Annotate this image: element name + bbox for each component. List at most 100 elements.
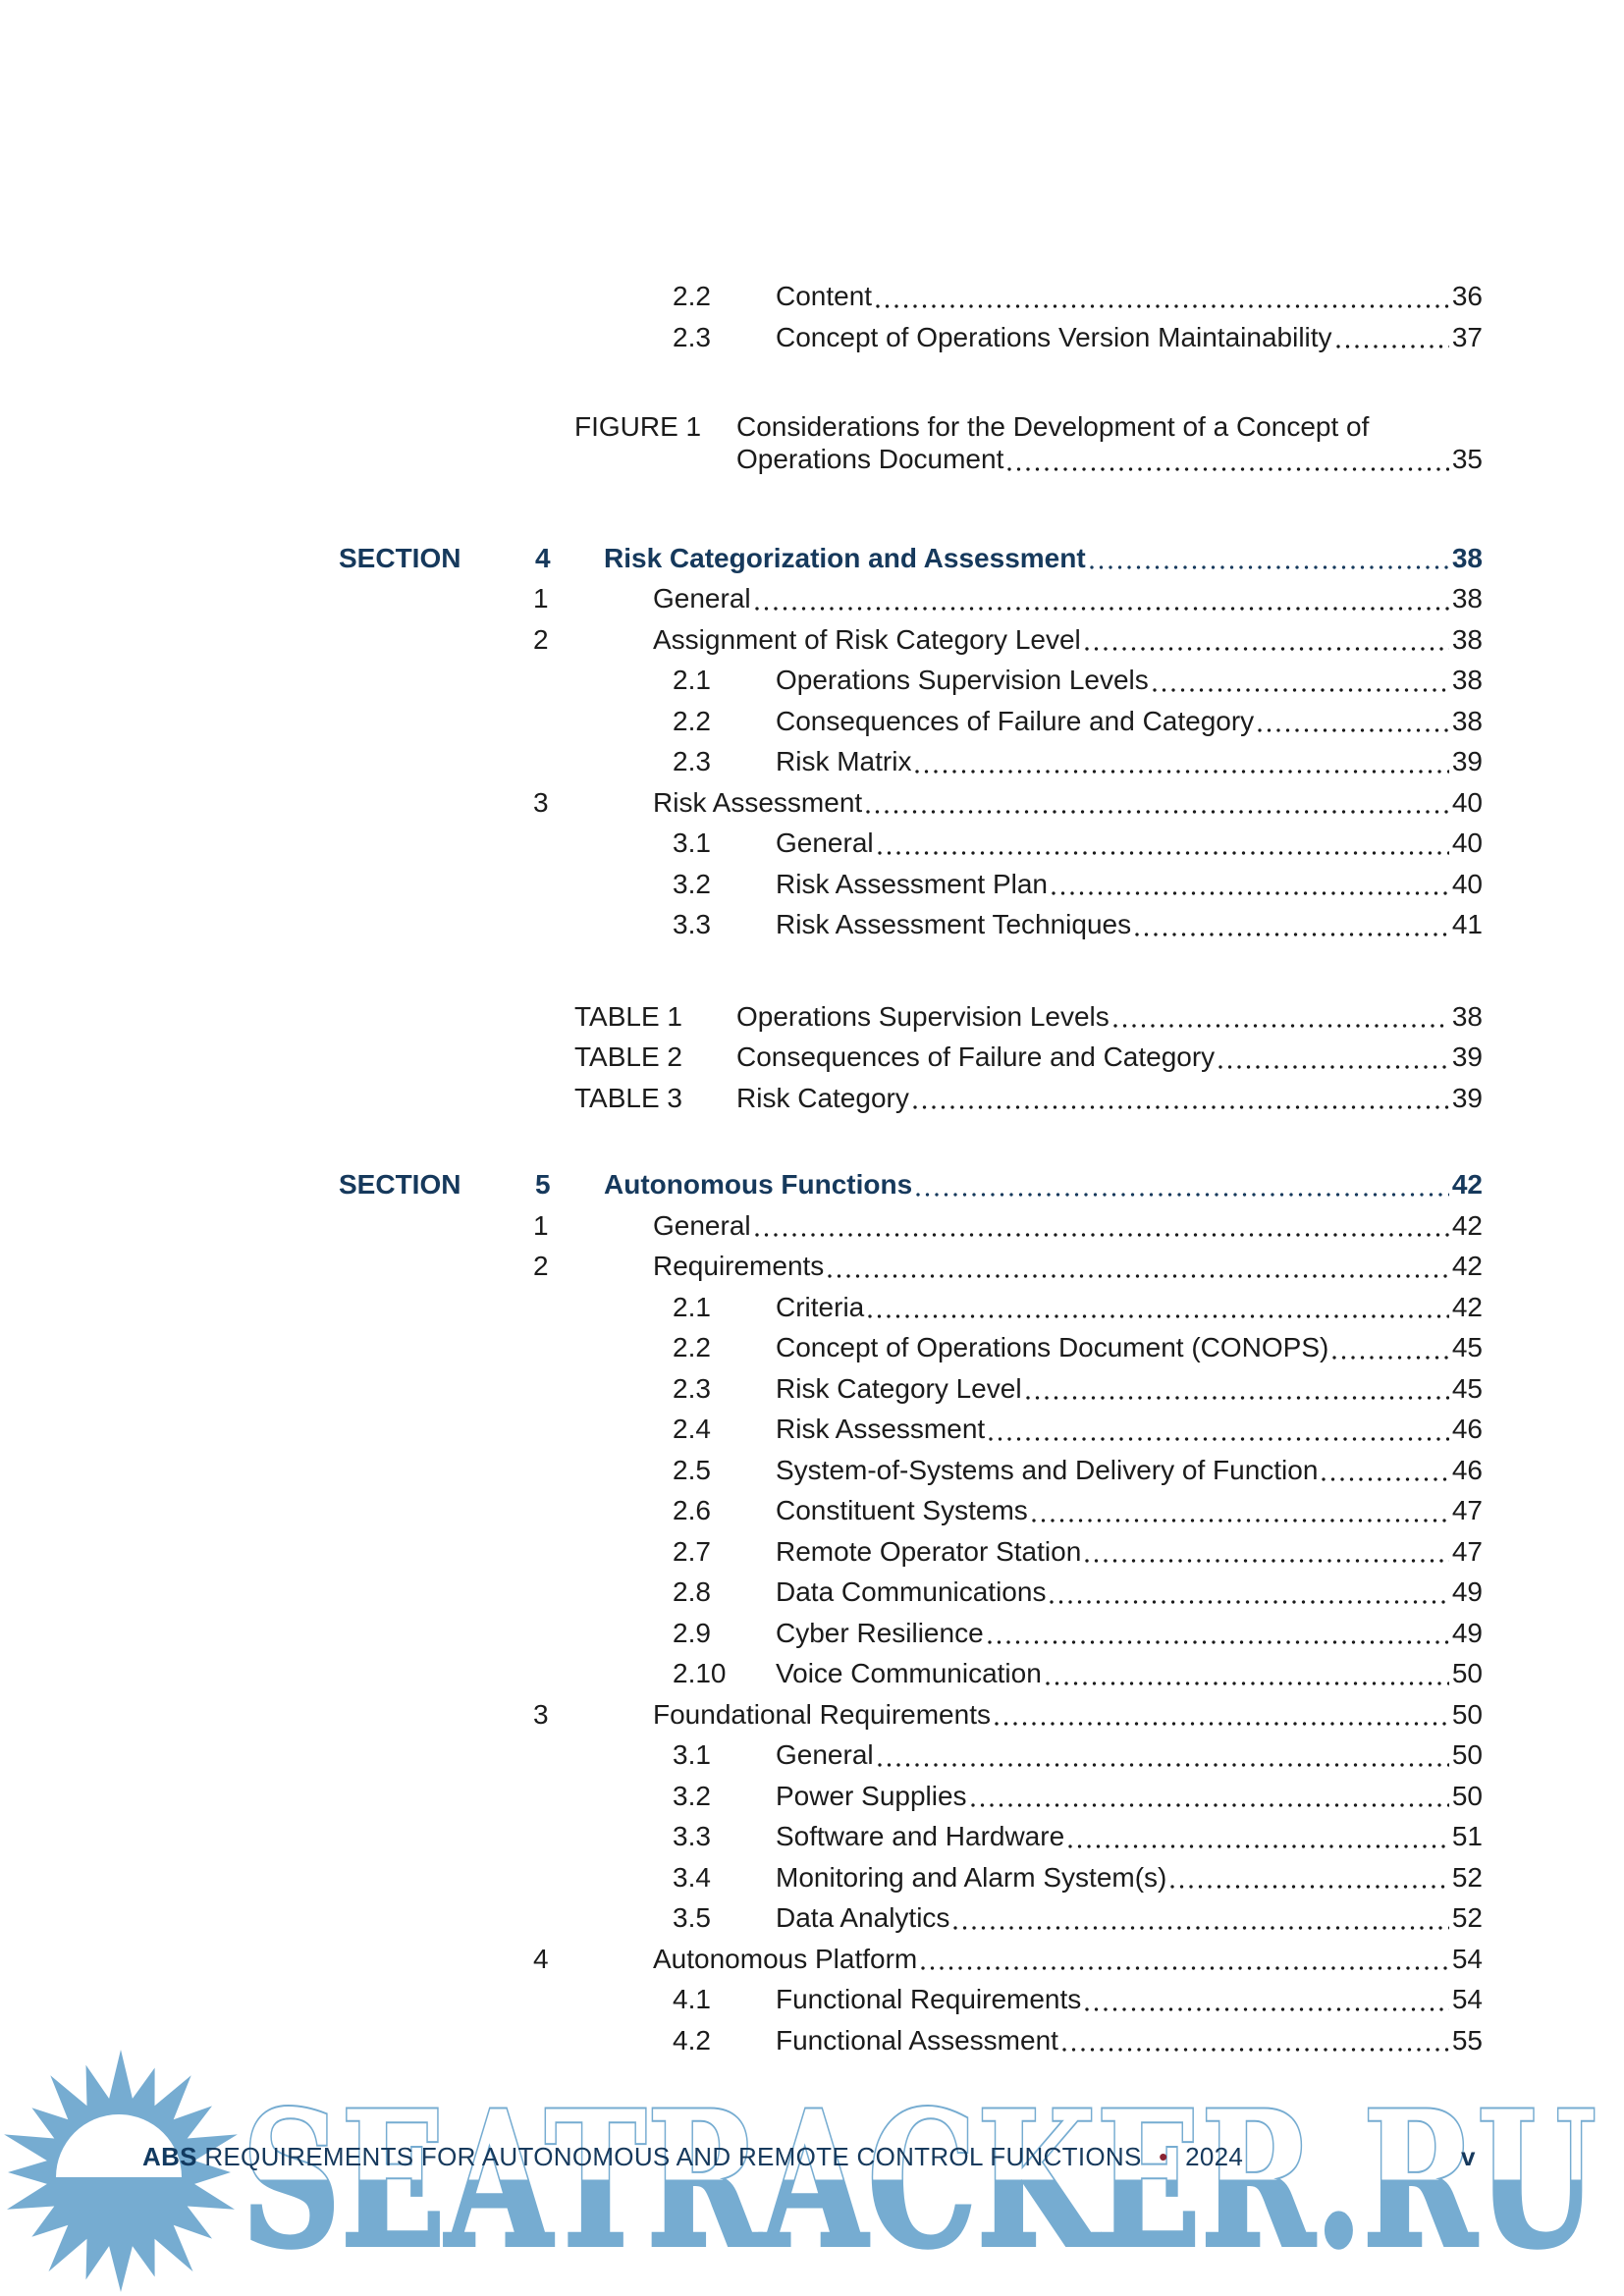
toc-entry-number: 2.3 bbox=[673, 321, 711, 352]
dotted-leader bbox=[754, 1233, 1449, 1237]
toc-entry-label: TABLE 3 bbox=[574, 1082, 682, 1113]
toc-entry-title: Voice Communication bbox=[776, 1658, 1042, 1688]
toc-row: 3.2 Power Supplies 50 bbox=[0, 1776, 1624, 1817]
toc-row: TABLE 1 Operations Supervision Levels 38 bbox=[0, 996, 1624, 1038]
toc-row: 3 Foundational Requirements 50 bbox=[0, 1694, 1624, 1735]
dotted-leader bbox=[1135, 932, 1449, 936]
toc-entry-title: Risk Assessment Techniques bbox=[776, 909, 1132, 939]
toc-page-number: 52 bbox=[1451, 1902, 1483, 1933]
toc-entry-title: Remote Operator Station bbox=[776, 1535, 1082, 1567]
toc-entry-title-wrap: Risk Category 39 bbox=[736, 1078, 1483, 1119]
toc-row: 2.10 Voice Communication 50 bbox=[0, 1653, 1624, 1694]
toc-entry-number: 3.3 bbox=[673, 1821, 711, 1851]
toc-row: 2.2 Consequences of Failure and Category 3… bbox=[0, 701, 1624, 742]
toc-entry-title-wrap: Concept of Operations Version Maintainab… bbox=[776, 317, 1483, 358]
watermark: SEATRACKER.RU bbox=[240, 2089, 1598, 2266]
dotted-leader bbox=[1089, 565, 1449, 569]
dotted-leader bbox=[868, 1314, 1449, 1318]
toc-entry-title-wrap: Criteria 42 bbox=[776, 1287, 1483, 1328]
dotted-leader bbox=[912, 1105, 1449, 1109]
dotted-leader bbox=[1061, 2048, 1449, 2052]
toc-entry-title-wrap: Risk Category Level 45 bbox=[776, 1368, 1483, 1410]
toc-entry-title-wrap: Autonomous Functions 42 bbox=[604, 1164, 1483, 1205]
toc-row: 2.1 Criteria 42 bbox=[0, 1287, 1624, 1328]
toc-entry-title-wrap: Remote Operator Station 47 bbox=[776, 1531, 1483, 1573]
dotted-leader bbox=[876, 303, 1449, 308]
toc-entry-label: TABLE 2 bbox=[574, 1041, 682, 1072]
toc-page-number: 36 bbox=[1451, 281, 1483, 311]
toc-entry-title-wrap: Operations Supervision Levels 38 bbox=[776, 660, 1483, 701]
dotted-leader bbox=[1322, 1477, 1449, 1481]
toc-entry-title-wrap: Monitoring and Alarm System(s) 52 bbox=[776, 1857, 1483, 1898]
toc-entry-number: 3 bbox=[533, 786, 549, 818]
toc-entry-title: Risk Categorization and Assessment bbox=[604, 542, 1086, 573]
toc-row: 2.3 Risk Matrix 39 bbox=[0, 741, 1624, 782]
toc-page-number: 45 bbox=[1451, 1332, 1483, 1362]
dotted-leader bbox=[1084, 647, 1449, 651]
toc-entry-number: 4.1 bbox=[673, 1984, 711, 2014]
toc-row: 2.2 Concept of Operations Document (CONOP… bbox=[0, 1327, 1624, 1368]
toc-entry-number: 2.9 bbox=[673, 1617, 711, 1648]
toc-row: 3.2 Risk Assessment Plan 40 bbox=[0, 864, 1624, 905]
toc-entry-title-wrap: General 42 bbox=[653, 1205, 1483, 1247]
toc-row: 2.1 Operations Supervision Levels 38 bbox=[0, 660, 1624, 701]
dotted-leader bbox=[989, 1436, 1449, 1441]
toc-entry-title: Software and Hardware bbox=[776, 1821, 1065, 1851]
toc-entry-title: Monitoring and Alarm System(s) bbox=[776, 1861, 1167, 1893]
toc-page-number: 42 bbox=[1451, 1209, 1483, 1241]
toc-entry-title: Risk Category bbox=[736, 1082, 909, 1113]
toc-row: FIGURE 1 Considerations for the Developme… bbox=[0, 406, 1624, 442]
sun-dome bbox=[56, 2114, 182, 2177]
toc-entry-title-wrap: Data Communications 49 bbox=[776, 1572, 1483, 1613]
toc-entry-label: SECTION bbox=[339, 1169, 461, 1200]
toc-entry-title: Risk Assessment bbox=[776, 1414, 986, 1444]
toc-entry-title: Data Analytics bbox=[776, 1902, 950, 1933]
toc-row: 2 Requirements 42 bbox=[0, 1246, 1624, 1287]
toc-block: TABLE 1 Operations Supervision Levels 38 TA… bbox=[0, 996, 1624, 1119]
dotted-leader bbox=[1258, 728, 1449, 732]
toc-page-number: 37 bbox=[1451, 321, 1483, 352]
dotted-leader bbox=[1068, 1843, 1449, 1848]
toc-row: 3.5 Data Analytics 52 bbox=[0, 1897, 1624, 1939]
sun-watermark-icon bbox=[4, 2050, 238, 2292]
toc-row: 2.8 Data Communications 49 bbox=[0, 1572, 1624, 1613]
toc-entry-title: Autonomous Functions bbox=[604, 1169, 913, 1200]
toc-entry-title-wrap: Foundational Requirements 50 bbox=[653, 1694, 1483, 1735]
toc-entry-title-wrap: Assignment of Risk Category Level 38 bbox=[653, 619, 1483, 661]
toc-row: TABLE 3 Risk Category 39 bbox=[0, 1078, 1624, 1119]
toc-entry-number: 5 bbox=[535, 1169, 551, 1200]
dotted-leader bbox=[1332, 1355, 1449, 1360]
dotted-leader bbox=[1031, 1518, 1449, 1522]
toc-page-number: 42 bbox=[1451, 1291, 1483, 1322]
toc-entry-title: Functional Assessment bbox=[776, 2024, 1058, 2056]
toc-entry-title: Requirements bbox=[653, 1251, 825, 1281]
toc-page-number: 38 bbox=[1451, 1000, 1483, 1032]
toc-entry-title: General bbox=[776, 1739, 874, 1770]
toc-entry-title-wrap: Content 36 bbox=[776, 276, 1483, 317]
footer-year: 2024 bbox=[1185, 2142, 1244, 2171]
dotted-leader bbox=[1152, 687, 1449, 692]
toc-entry-label: SECTION bbox=[339, 542, 461, 573]
toc-block: SECTION 4 Risk Categorization and Assessme… bbox=[0, 538, 1624, 945]
toc-entry-title-wrap: Considerations for the Development of a … bbox=[736, 406, 1483, 442]
toc-entry-title: General bbox=[653, 583, 751, 614]
toc-entry-title-wrap: Concept of Operations Document (CONOPS) 4… bbox=[776, 1327, 1483, 1368]
toc-entry-number: 3.2 bbox=[673, 868, 711, 899]
toc-entry-title: Assignment of Risk Category Level bbox=[653, 623, 1081, 655]
toc-entry-number: 3.1 bbox=[673, 1739, 711, 1770]
toc-page-number: 40 bbox=[1451, 828, 1483, 858]
toc-page-number: 47 bbox=[1451, 1495, 1483, 1525]
toc-entry-number: 3.5 bbox=[673, 1902, 711, 1933]
dotted-leader bbox=[1050, 1599, 1449, 1604]
dotted-leader bbox=[921, 1966, 1449, 1970]
toc-entry-number: 2.6 bbox=[673, 1495, 711, 1525]
toc-entry-title: Risk Matrix bbox=[776, 746, 912, 776]
toc-page-number: 39 bbox=[1451, 1082, 1483, 1113]
toc-entry-title-wrap: Risk Assessment Plan 40 bbox=[776, 864, 1483, 905]
toc-entry-number: 3.2 bbox=[673, 1780, 711, 1811]
toc-entry-title: Concept of Operations Version Maintainab… bbox=[776, 321, 1332, 352]
toc-entry-title: Consequences of Failure and Category bbox=[776, 705, 1255, 736]
toc-entry-title-wrap: Risk Assessment 40 bbox=[653, 782, 1483, 824]
toc-entry-number: 2 bbox=[533, 623, 549, 655]
